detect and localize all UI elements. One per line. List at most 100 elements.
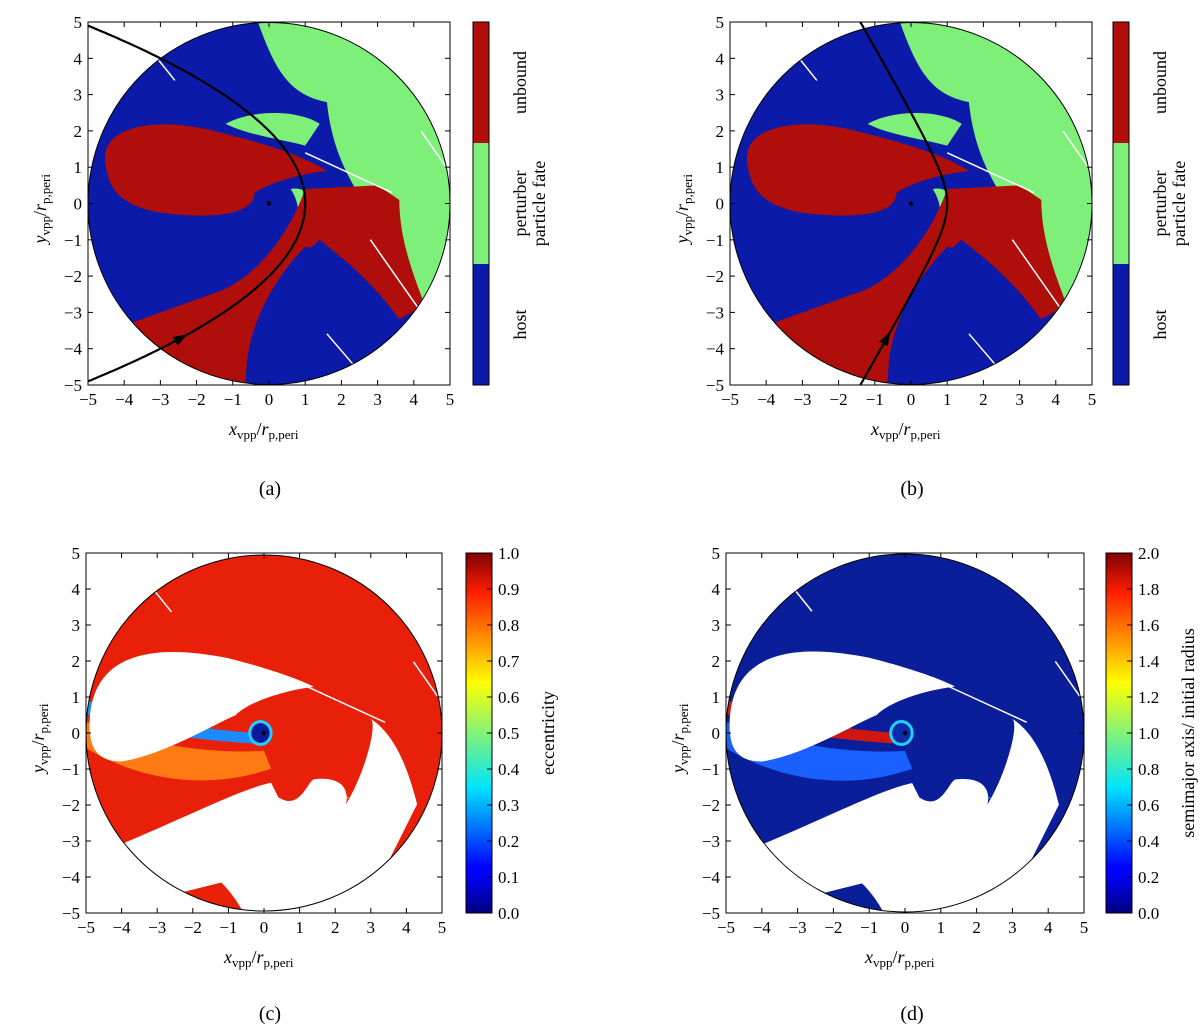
plot-area <box>726 554 1084 912</box>
x-tick-label: 1 <box>937 918 946 937</box>
host-region <box>243 239 393 385</box>
colorbar-tick-label: 0.0 <box>1138 904 1159 923</box>
perturber-trajectory <box>859 22 949 385</box>
colorbar-label: semimajor axis/ initial radius <box>1178 628 1198 837</box>
chaotic-filament <box>1054 660 1082 698</box>
colorbar-category-host: host <box>510 309 530 339</box>
colorbar-tick-label: 1.0 <box>1138 724 1159 743</box>
colorbar-category-perturber: perturber <box>1150 171 1170 237</box>
x-tick-label: 2 <box>972 918 981 937</box>
host-region <box>885 239 1035 385</box>
x-tick-label: 5 <box>446 390 455 409</box>
colorbar-tick-label: 0.8 <box>1138 760 1159 779</box>
x-tick-label: −2 <box>824 918 842 937</box>
unbound-region <box>88 185 425 385</box>
y-tick-label: 5 <box>712 544 721 563</box>
x-tick-label: 5 <box>1088 390 1097 409</box>
colorbar-tick-label: 1.6 <box>1138 616 1159 635</box>
y-tick-label: 3 <box>72 616 81 635</box>
y-tick-label: −2 <box>706 267 724 286</box>
y-axis-label: yvpp/rp,peri <box>28 703 51 775</box>
panel-caption: (d) <box>900 1003 923 1024</box>
y-tick-label: −3 <box>706 303 724 322</box>
field-band <box>86 718 272 781</box>
x-tick-label: 3 <box>367 918 376 937</box>
colorbar-tick-label: 0.1 <box>498 868 519 887</box>
x-tick-label: −1 <box>860 918 878 937</box>
colorbar-label: particle fate <box>529 161 549 246</box>
colorbar-label: particle fate <box>1169 161 1189 246</box>
y-tick-label: 0 <box>72 724 81 743</box>
x-axis-label: xvpp/rp,peri <box>870 419 941 442</box>
y-tick-label: −1 <box>62 760 80 779</box>
y-tick-label: 5 <box>72 544 81 563</box>
y-tick-label: −5 <box>702 904 720 923</box>
colorbar-tick-label: 0.8 <box>498 616 519 635</box>
trajectory-arrow <box>879 331 891 347</box>
x-tick-label: 3 <box>1008 918 1017 937</box>
colorbar-tick-label: 0.5 <box>498 724 519 743</box>
panel-a: −5 −4 −3 −2 −1 0 1 2 3 4 5 −5 −4 −3 −2 −1 0 1 2 3 4 5 xvpp/rp,… <box>30 13 549 500</box>
host-marker <box>902 730 908 736</box>
colorbar-tick-label: 0.9 <box>498 580 519 599</box>
colorbar-tick-label: 2.0 <box>1138 544 1159 563</box>
y-tick-label: −2 <box>702 796 720 815</box>
chaotic-filament <box>1011 239 1064 313</box>
host-marker <box>266 201 272 206</box>
chaotic-filament <box>420 130 447 168</box>
host-marker <box>261 730 267 736</box>
colorbar-tick-label: 0.4 <box>498 760 520 779</box>
colorbar-category-unbound: unbound <box>1150 51 1170 114</box>
x-tick-label: 2 <box>331 918 340 937</box>
colorbar-tick-label: 0.6 <box>498 688 519 707</box>
panel-caption: (c) <box>259 1003 281 1024</box>
unbound-region <box>104 124 327 216</box>
x-tick-label: 1 <box>295 918 304 937</box>
x-tick-label: −5 <box>79 390 97 409</box>
undefined-region <box>729 651 956 762</box>
x-tick-label: 4 <box>402 918 411 937</box>
x-tick-label: 1 <box>301 390 310 409</box>
y-tick-label: 2 <box>712 652 721 671</box>
y-tick-label: −4 <box>702 868 721 887</box>
undefined-region <box>86 718 418 911</box>
perturber-region <box>225 113 320 146</box>
y-tick-label: 3 <box>712 616 721 635</box>
y-tick-label: −1 <box>706 231 724 250</box>
x-tick-label: −5 <box>717 918 735 937</box>
chaotic-filament <box>946 152 1035 194</box>
y-tick-label: 5 <box>74 13 83 32</box>
chaotic-filament <box>304 152 393 194</box>
y-tick-label: −5 <box>64 376 82 395</box>
y-axis-label: yvpp/rp,peri <box>672 174 695 246</box>
host-vicinity <box>889 720 914 746</box>
colorbar-swatch-host <box>473 264 489 385</box>
x-axis-label: xvpp/rp,peri <box>223 947 294 970</box>
field-band <box>726 718 913 781</box>
panel-caption: (a) <box>259 478 281 500</box>
colorbar-category-perturber: perturber <box>510 171 530 237</box>
x-tick-label: −4 <box>113 918 132 937</box>
panel-b: −5 −4 −3 −2 −1 0 1 2 3 4 5 −5 −4 −3 −2 −1 0 1 2 3 4 5 xvpp/rp,… <box>672 13 1189 500</box>
y-tick-label: −4 <box>706 340 725 359</box>
plot-area <box>730 22 1092 385</box>
plot-area <box>88 22 450 385</box>
y-tick-label: −2 <box>62 796 80 815</box>
perturber-region <box>867 113 962 146</box>
colorbar-frame <box>1112 21 1130 386</box>
y-tick-label: −3 <box>702 832 720 851</box>
x-tick-label: −4 <box>757 390 776 409</box>
x-tick-label: −2 <box>188 390 206 409</box>
y-tick-label: 0 <box>74 195 83 214</box>
colorbar-tick-label: 0.7 <box>498 652 520 671</box>
x-tick-label: −1 <box>224 390 242 409</box>
y-tick-label: −1 <box>702 760 720 779</box>
undefined-region <box>726 718 1059 912</box>
colorbar-swatch-unbound <box>1113 22 1129 143</box>
x-tick-label: 0 <box>901 918 910 937</box>
colorbar-tick-label: 1.8 <box>1138 580 1159 599</box>
chaotic-filament <box>369 239 422 313</box>
y-tick-label: 0 <box>712 724 721 743</box>
colorbar-tick-label: 0.4 <box>1138 832 1160 851</box>
